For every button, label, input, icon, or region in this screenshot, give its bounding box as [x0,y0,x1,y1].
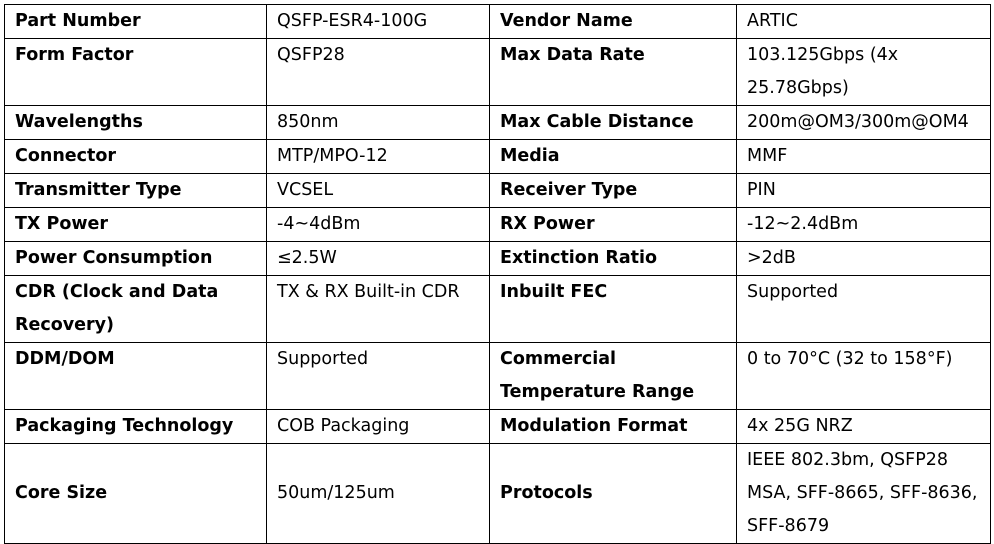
spec-row: Form Factor QSFP28 Max Data Rate 103.125Gbp… [4,38,991,106]
spec-row: Power Consumption ≤2.5W Extinction Ratio >2… [4,241,991,276]
spec-value: TX & RX Built-in CDR [266,275,490,343]
spec-label: Transmitter Type [4,173,267,208]
spec-row: Connector MTP/MPO-12 Media MMF [4,139,991,174]
spec-row: CDR (Clock and Data Recovery) TX & RX Bui… [4,275,991,343]
spec-label: Wavelengths [4,105,267,140]
spec-row: Wavelengths 850nm Max Cable Distance 200m@O… [4,105,991,140]
spec-label: TX Power [4,207,267,242]
spec-value: 103.125Gbps (4x 25.78Gbps) [736,38,991,106]
spec-label: DDM/DOM [4,342,267,410]
spec-value: -4~4dBm [266,207,490,242]
spec-label: RX Power [489,207,737,242]
spec-value: >2dB [736,241,991,276]
spec-label: Media [489,139,737,174]
spec-value: MTP/MPO-12 [266,139,490,174]
spec-value: VCSEL [266,173,490,208]
spec-label: Vendor Name [489,4,737,39]
spec-value: 4x 25G NRZ [736,409,991,444]
spec-label: Extinction Ratio [489,241,737,276]
spec-value: 0 to 70°C (32 to 158°F) [736,342,991,410]
spec-label: Packaging Technology [4,409,267,444]
spec-label: CDR (Clock and Data Recovery) [4,275,267,343]
spec-value: 850nm [266,105,490,140]
spec-label: Protocols [489,443,737,544]
spec-value: QSFP28 [266,38,490,106]
spec-row: Part Number QSFP-ESR4-100G Vendor Name ARTI… [4,4,991,39]
spec-label: Commercial Temperature Range [489,342,737,410]
spec-value: 50um/125um [266,443,490,544]
spec-label: Receiver Type [489,173,737,208]
spec-label: Connector [4,139,267,174]
spec-row: Packaging Technology COB Packaging Modulat… [4,409,991,444]
spec-label: Power Consumption [4,241,267,276]
spec-label: Max Cable Distance [489,105,737,140]
spec-value: Supported [736,275,991,343]
spec-value: Supported [266,342,490,410]
spec-label: Part Number [4,4,267,39]
spec-value: PIN [736,173,991,208]
spec-label: Modulation Format [489,409,737,444]
spec-label: Form Factor [4,38,267,106]
spec-value: COB Packaging [266,409,490,444]
spec-row: TX Power -4~4dBm RX Power -12~2.4dBm [4,207,991,242]
spec-value: 200m@OM3/300m@OM4 [736,105,991,140]
spec-row: DDM/DOM Supported Commercial Temperature R… [4,342,991,410]
spec-label: Max Data Rate [489,38,737,106]
spec-value: ARTIC [736,4,991,39]
spec-value: MMF [736,139,991,174]
spec-value: QSFP-ESR4-100G [266,4,490,39]
spec-label: Inbuilt FEC [489,275,737,343]
spec-value: ≤2.5W [266,241,490,276]
spec-row: Transmitter Type VCSEL Receiver Type PIN [4,173,991,208]
spec-row: Core Size 50um/125um Protocols IEEE 802.3bm… [4,443,991,544]
spec-value: IEEE 802.3bm, QSFP28 MSA, SFF-8665, SFF-… [736,443,991,544]
spec-label: Core Size [4,443,267,544]
spec-value: -12~2.4dBm [736,207,991,242]
spec-table: Part Number QSFP-ESR4-100G Vendor Name ARTI… [4,4,991,544]
